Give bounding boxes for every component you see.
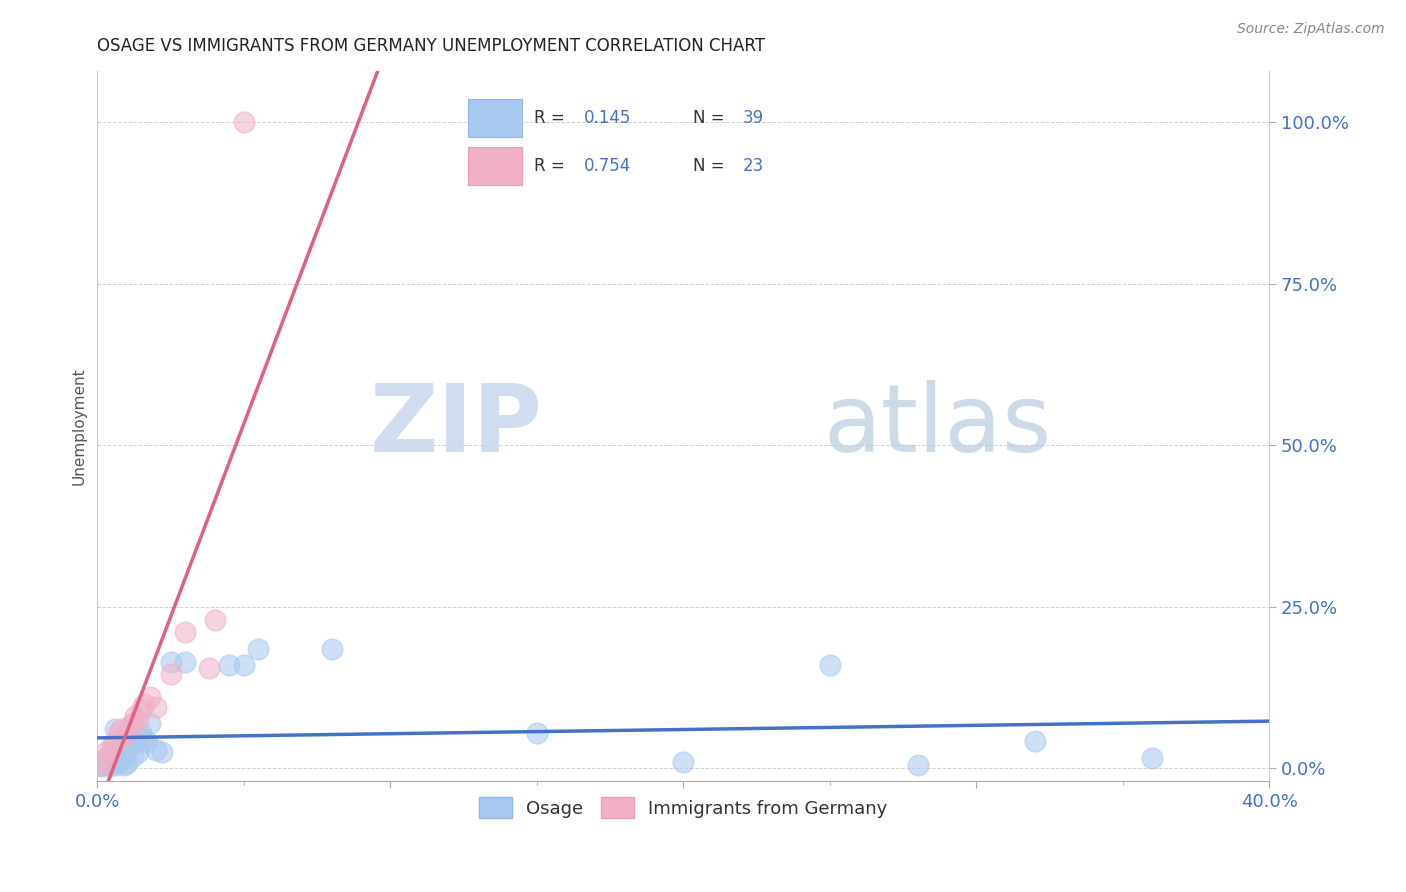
Point (94, 756, 117, 770)
Point (107, 741, 129, 756)
Point (112, 757, 135, 772)
Point (907, 757, 929, 772)
Point (121, 749, 143, 764)
Point (104, 735, 127, 749)
Point (526, 725, 548, 739)
Point (159, 655, 181, 669)
Point (139, 690, 162, 704)
Point (118, 719, 141, 733)
Point (98, 759, 121, 773)
Point (110, 723, 132, 737)
Point (232, 657, 254, 672)
Point (104, 723, 127, 737)
Point (672, 755, 695, 769)
Point (197, 661, 219, 675)
Point (115, 756, 138, 770)
Point (174, 625, 197, 640)
Point (91, 757, 114, 772)
Point (150, 745, 173, 759)
Point (204, 613, 226, 627)
Point (127, 745, 149, 759)
Y-axis label: Unemployment: Unemployment (72, 367, 86, 484)
Point (129, 703, 152, 717)
Point (94, 751, 117, 765)
Point (129, 725, 152, 739)
Point (218, 657, 240, 672)
Point (321, 641, 343, 656)
Point (110, 753, 132, 767)
Point (118, 729, 141, 743)
Point (818, 657, 841, 672)
Point (1024, 734, 1046, 748)
Point (134, 697, 156, 711)
Point (174, 655, 197, 669)
Point (136, 735, 159, 749)
Point (1140, 751, 1163, 765)
Point (91, 755, 114, 769)
Point (98, 748, 121, 763)
Point (101, 755, 124, 769)
Point (124, 709, 146, 723)
Point (121, 715, 143, 730)
Point (115, 725, 138, 739)
Legend: Osage, Immigrants from Germany: Osage, Immigrants from Germany (472, 790, 894, 825)
Point (232, 115, 254, 129)
Point (91, 755, 114, 769)
Point (124, 735, 146, 749)
Text: OSAGE VS IMMIGRANTS FROM GERMANY UNEMPLOYMENT CORRELATION CHART: OSAGE VS IMMIGRANTS FROM GERMANY UNEMPLO… (97, 37, 765, 55)
Point (101, 739, 124, 753)
Point (247, 641, 270, 656)
Point (104, 757, 127, 772)
Point (110, 745, 132, 759)
Text: atlas: atlas (824, 380, 1052, 472)
Text: Source: ZipAtlas.com: Source: ZipAtlas.com (1237, 22, 1385, 37)
Point (127, 713, 149, 727)
Point (107, 756, 129, 770)
Point (101, 748, 124, 763)
Text: ZIP: ZIP (370, 380, 543, 472)
Point (89, 757, 111, 772)
Point (134, 732, 156, 747)
Point (145, 743, 167, 757)
Point (139, 715, 162, 730)
Point (145, 699, 167, 714)
Point (115, 741, 138, 756)
Point (94, 745, 117, 759)
Point (107, 725, 129, 739)
Point (89, 759, 111, 773)
Point (112, 729, 135, 743)
Point (159, 667, 181, 681)
